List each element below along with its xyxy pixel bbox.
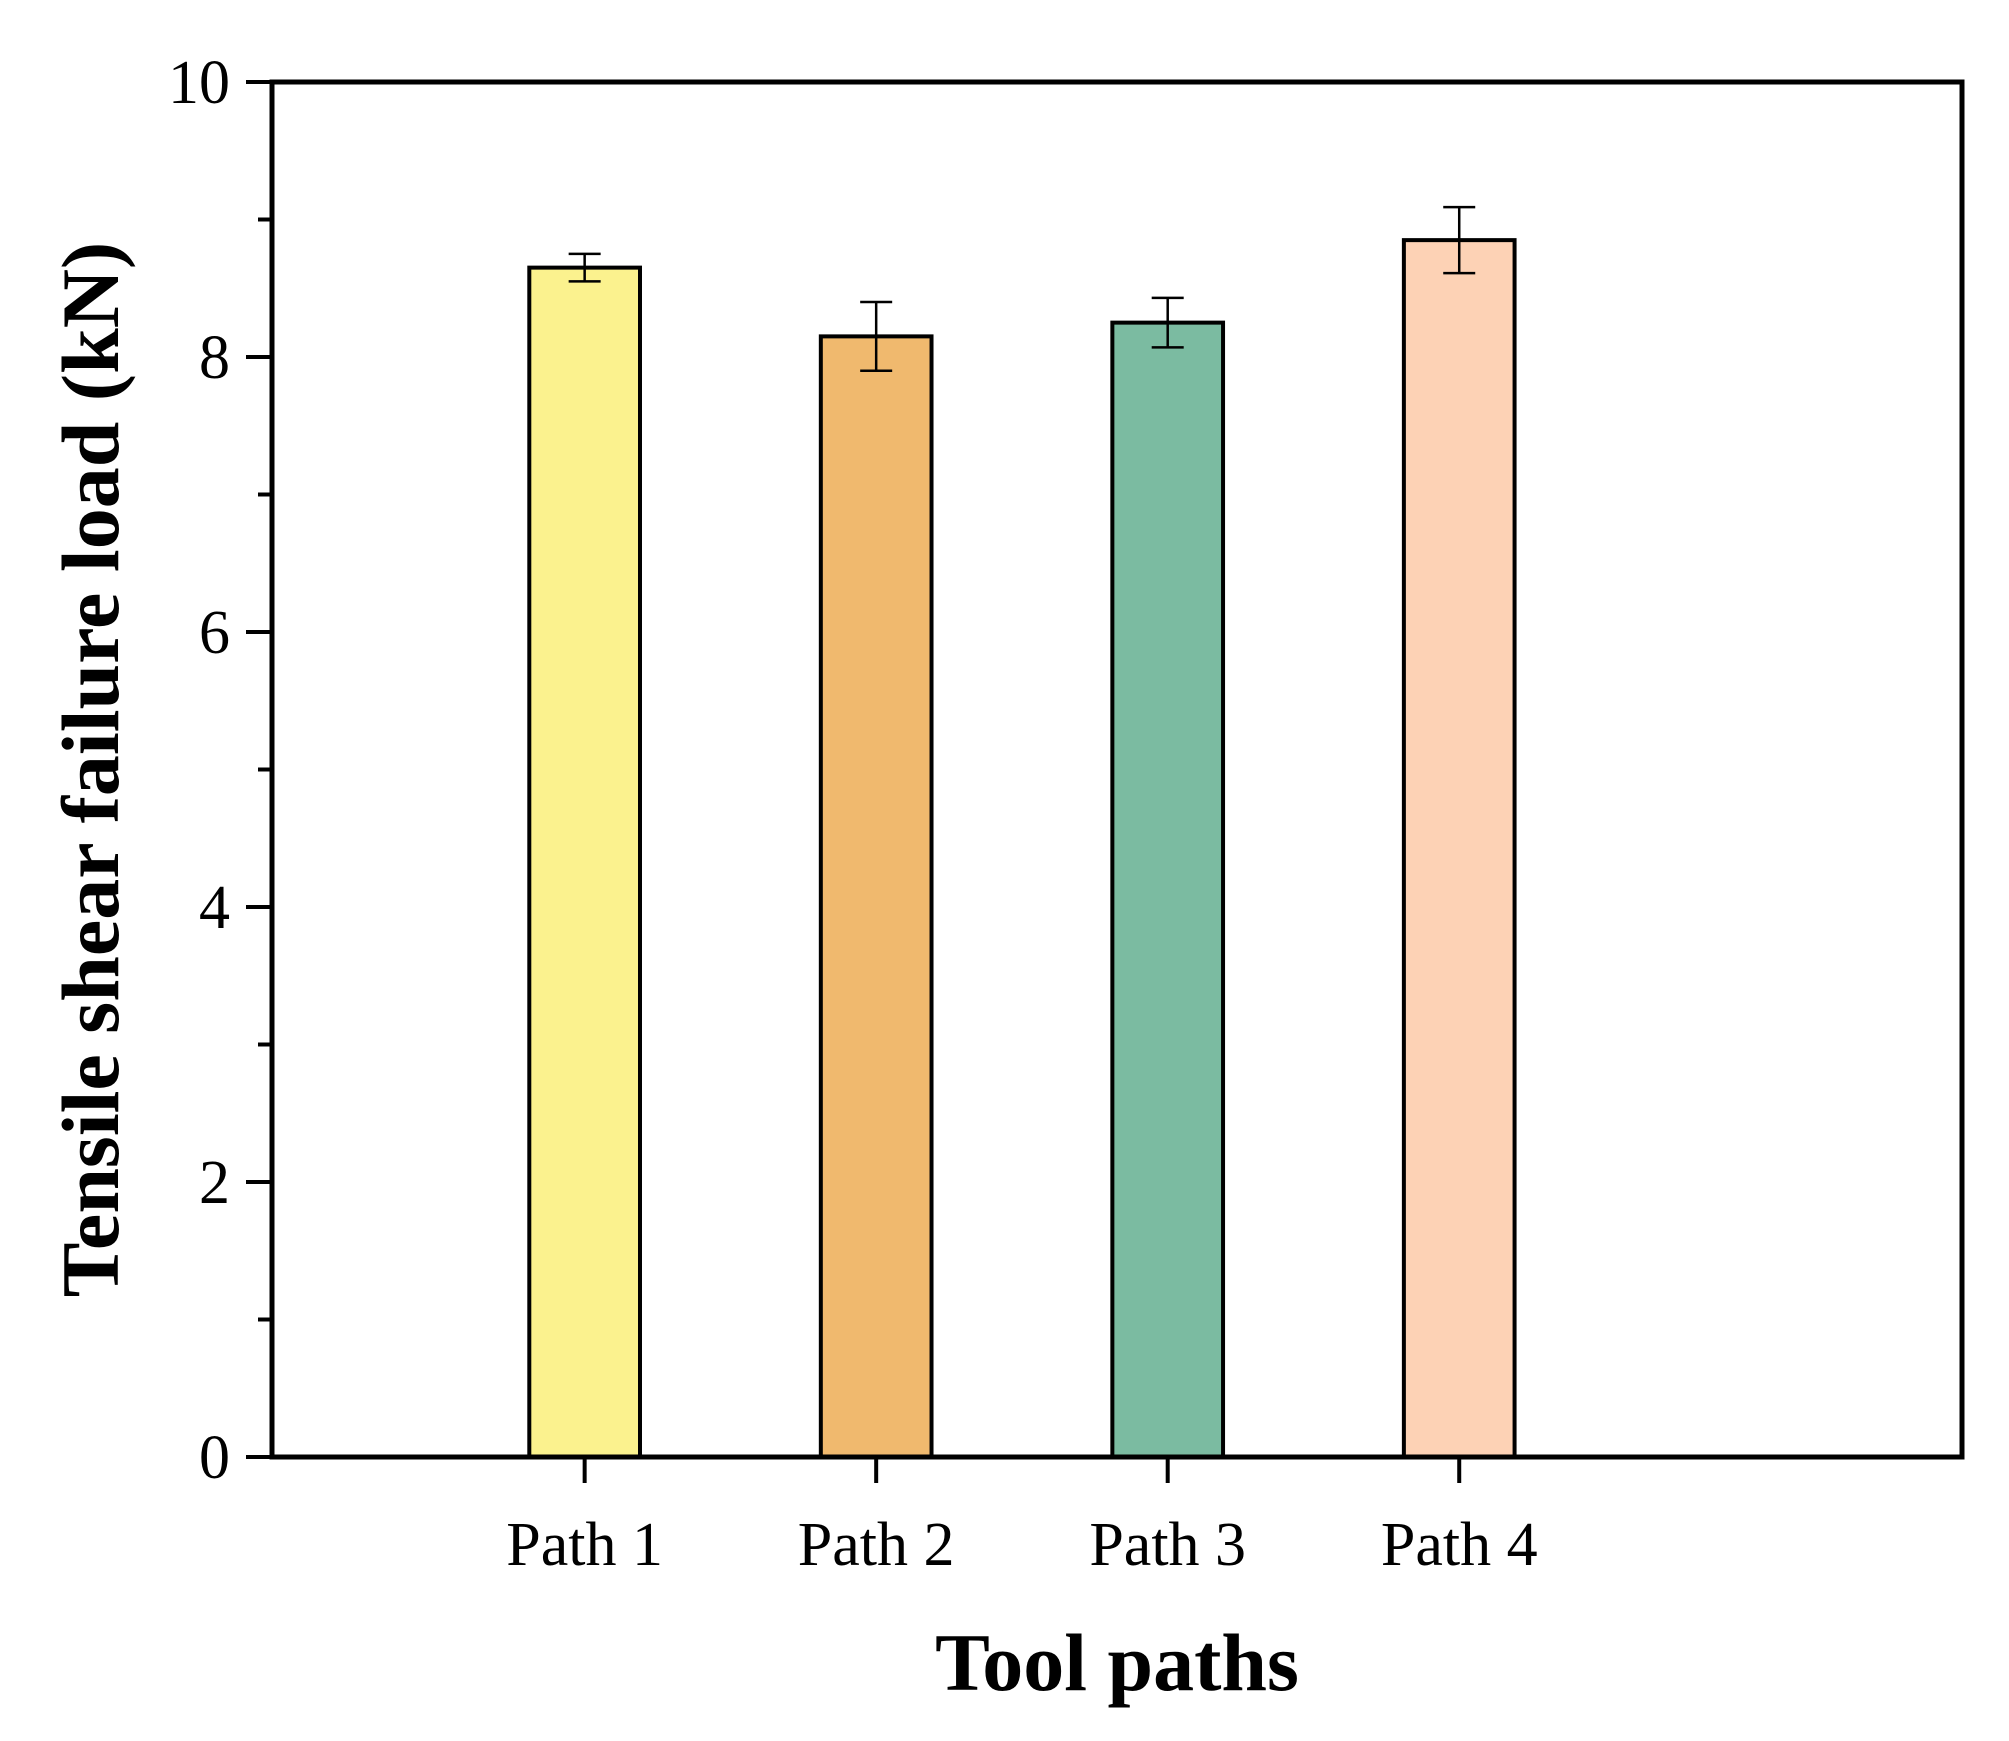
error-bar bbox=[568, 252, 601, 283]
bar bbox=[1110, 320, 1226, 1459]
x-tick-label: Path 2 bbox=[798, 1511, 955, 1579]
bar bbox=[527, 265, 642, 1459]
error-bars-layer bbox=[568, 205, 1476, 372]
y-tick-label: 2 bbox=[199, 1149, 230, 1217]
y-tick-label: 10 bbox=[168, 49, 230, 117]
y-axis: 0 2 4 6 8 10 bbox=[168, 49, 272, 1492]
y-tick-label: 4 bbox=[199, 874, 230, 942]
x-axis-title: Tool paths bbox=[935, 1617, 1299, 1708]
x-axis: Path 1 Path 2 Path 3 Path 4 bbox=[506, 1457, 1538, 1579]
bar bbox=[818, 334, 934, 1459]
y-tick-label: 8 bbox=[199, 324, 230, 392]
x-tick-label: Path 1 bbox=[506, 1511, 663, 1579]
y-tick-label: 6 bbox=[199, 599, 230, 667]
y-tick-label: 0 bbox=[199, 1424, 230, 1492]
error-bar bbox=[860, 300, 893, 372]
bar bbox=[1401, 238, 1517, 1459]
error-bar bbox=[1151, 296, 1184, 349]
x-tick-label: Path 4 bbox=[1381, 1511, 1538, 1579]
bars-layer bbox=[527, 238, 1517, 1459]
error-bar bbox=[1443, 205, 1476, 275]
y-axis-title: Tensile shear failure load (kN) bbox=[45, 242, 136, 1297]
x-tick-label: Path 3 bbox=[1089, 1511, 1246, 1579]
